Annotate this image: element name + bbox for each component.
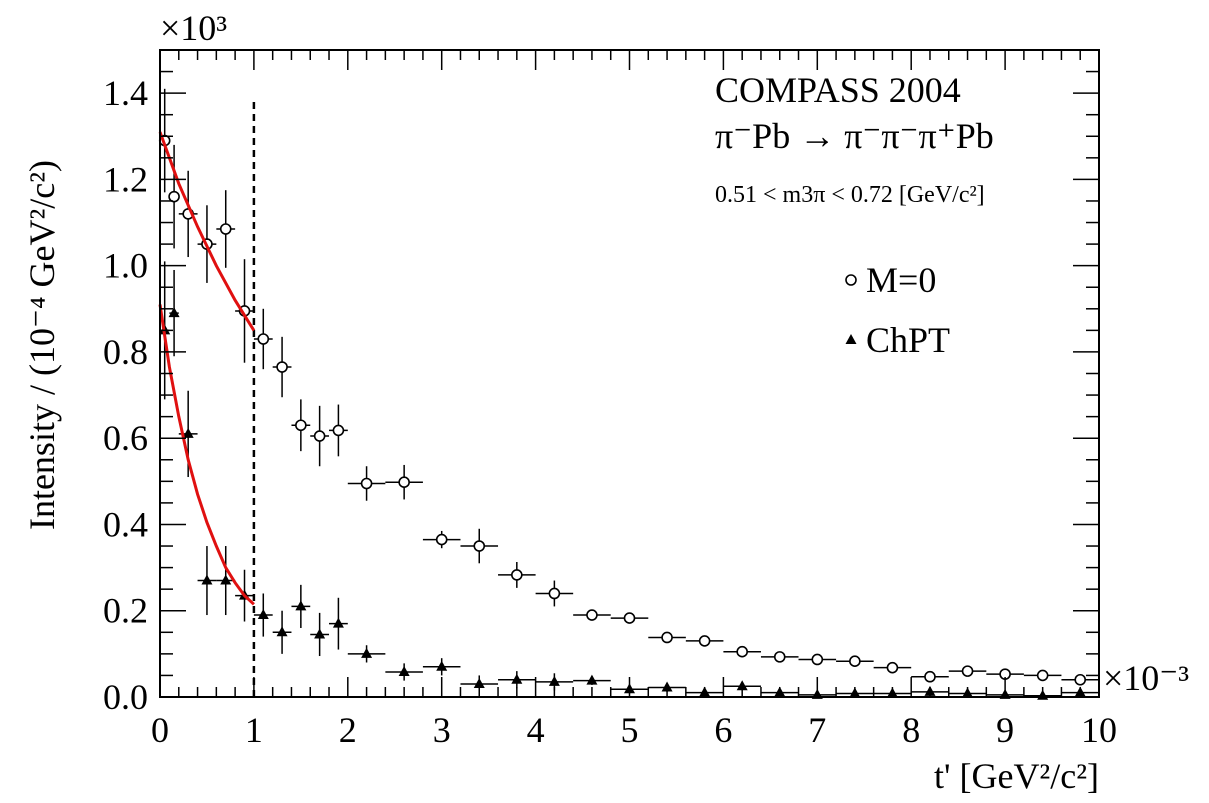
data-point-m-0: [698, 635, 711, 647]
legend: M=0 ChPT: [845, 260, 950, 360]
annotation-mass-range: 0.51 < m3π < 0.72 [GeV/c²]: [715, 182, 985, 208]
data-point-chpt: [201, 574, 213, 585]
data-point-chpt: [276, 626, 288, 637]
y-tick-label: 0.6: [103, 418, 148, 458]
data-point-m-0: [1074, 673, 1087, 686]
x-tick-label: 9: [996, 710, 1014, 750]
data-marks: [158, 88, 1099, 700]
y-tick-label: 1.0: [103, 246, 148, 286]
x-tick-label: 4: [527, 710, 545, 750]
data-point-m-0: [332, 424, 345, 437]
legend-marker-chpt: [845, 334, 857, 344]
data-point-m-0: [661, 631, 673, 644]
legend-label-m-0: M=0: [866, 260, 936, 300]
y-axis-label: Intensity / (10⁻⁴ GeV²/c²): [22, 160, 62, 530]
data-point-m-0: [886, 661, 899, 674]
data-point-chpt: [586, 674, 598, 685]
data-point-chpt: [361, 647, 373, 658]
data-point-chpt: [736, 680, 748, 691]
data-point-m-0: [257, 333, 270, 345]
x-tick-label: 1: [245, 710, 263, 750]
data-point-m-0: [773, 651, 786, 663]
x-tick-label: 7: [808, 710, 826, 750]
data-point-chpt: [332, 617, 344, 628]
x-axis-multiplier: ×10⁻³: [1103, 658, 1189, 698]
y-tick-label: 0.0: [103, 677, 148, 717]
data-point-m-0: [849, 655, 861, 667]
data-point-m-0: [276, 361, 288, 373]
data-point-chpt: [168, 307, 180, 318]
data-point-chpt: [220, 574, 232, 585]
y-tick-label: 0.4: [103, 504, 148, 544]
data-point-chpt: [473, 678, 485, 689]
y-tick-label: 1.2: [103, 159, 148, 199]
data-point-m-0: [811, 653, 824, 666]
data-point-m-0: [219, 223, 232, 235]
axis-ticks: 0 1 2 3 4 5 6 7 8 9 10 0.0 0.2 0.4 0.6 0.8 1.0 1.2 1.4: [103, 49, 1117, 750]
data-point-m-0: [623, 612, 636, 624]
data-point-chpt: [548, 675, 560, 686]
fit-curve-chpt: [158, 304, 255, 606]
x-tick-label: 0: [151, 710, 169, 750]
data-point-chpt: [182, 427, 194, 438]
x-tick-label: 2: [339, 710, 357, 750]
data-point-chpt: [511, 673, 523, 684]
x-tick-label: 6: [714, 710, 732, 750]
data-point-m-0: [168, 190, 180, 203]
annotation-reaction: π⁻Pb → π⁻π⁻π⁺Pb: [715, 116, 994, 156]
data-point-m-0: [586, 609, 598, 621]
y-tick-label: 1.4: [103, 73, 148, 113]
data-point-chpt: [398, 665, 410, 676]
data-point-m-0: [313, 430, 326, 442]
x-tick-label: 10: [1081, 710, 1117, 750]
legend-label-chpt: ChPT: [866, 320, 950, 360]
y-axis-multiplier: ×10³: [160, 8, 227, 48]
data-point-chpt: [314, 628, 326, 639]
data-point-m-0: [295, 419, 307, 432]
x-axis-label: t' [GeV²/c²]: [934, 756, 1099, 796]
y-tick-label: 0.8: [103, 332, 148, 372]
legend-marker-m-0: [845, 274, 857, 286]
x-tick-label: 5: [621, 710, 639, 750]
data-point-m-0: [511, 569, 523, 581]
data-point-m-0: [435, 533, 448, 546]
data-point-m-0: [548, 587, 561, 600]
data-point-m-0: [1036, 669, 1049, 682]
data-point-m-0: [360, 477, 373, 490]
data-point-m-0: [736, 645, 748, 658]
data-point-chpt: [661, 681, 673, 692]
data-point-chpt: [295, 600, 307, 611]
fit-curve-m-0: [158, 131, 256, 332]
data-point-m-0: [961, 665, 974, 677]
data-point-m-0: [398, 476, 410, 488]
annotation-experiment: COMPASS 2004: [715, 70, 961, 110]
x-tick-label: 8: [902, 710, 920, 750]
data-point-chpt: [257, 609, 269, 620]
y-tick-label: 0.2: [103, 591, 148, 631]
x-tick-label: 3: [433, 710, 451, 750]
data-point-chpt: [436, 660, 448, 671]
data-point-m-0: [924, 670, 936, 683]
data-point-m-0: [473, 540, 486, 552]
